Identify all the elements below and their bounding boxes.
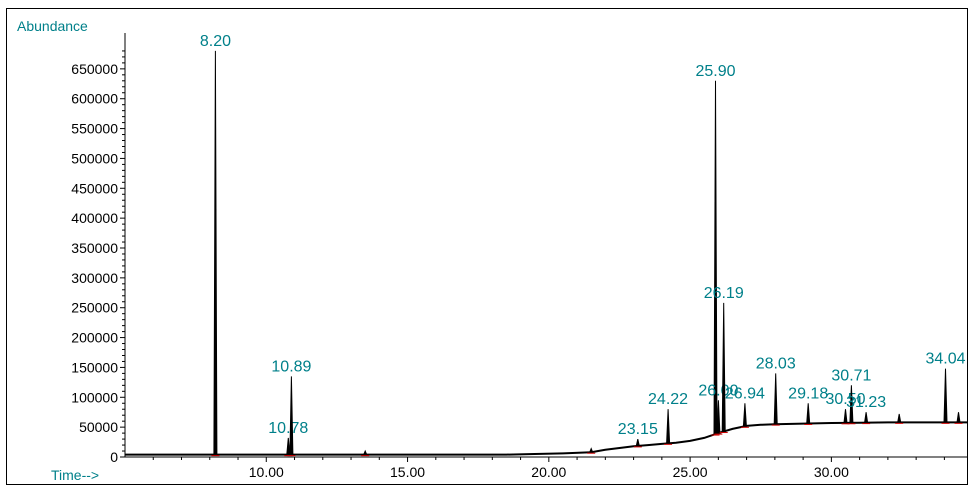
peak-mark [843, 409, 848, 424]
y-tick-label: 150000 [71, 359, 118, 375]
peak-label: 25.90 [696, 63, 736, 80]
y-tick-label: 650000 [71, 61, 118, 77]
peak-mark [713, 80, 718, 435]
y-axis-title: Abundance [17, 18, 88, 34]
peak-label: 28.03 [756, 355, 796, 372]
chart-frame: Abundance Time--> 0 50000 100000 150000 2000… [6, 8, 968, 485]
peak-mark [213, 50, 218, 456]
peak-label: 26.19 [704, 285, 744, 302]
y-tick-label: 200000 [71, 330, 118, 346]
y-tick-label: 400000 [71, 210, 118, 226]
peak-mark [806, 403, 811, 424]
y-tick-label: 500000 [71, 150, 118, 166]
x-tick-label: 10.00 [249, 464, 284, 480]
peak-mark [773, 373, 778, 425]
y-tick-label: 0 [110, 449, 118, 465]
baseline-trace [125, 421, 967, 456]
chromatogram-plot: 0 50000 100000 150000 200000 250000 300000 3500… [71, 33, 967, 480]
peak-label: 24.22 [648, 391, 688, 408]
peak-mark [742, 403, 747, 427]
peak-label: 10.78 [268, 420, 308, 437]
peak-mark [588, 447, 594, 453]
peak-mark [943, 368, 948, 423]
y-tick-label: 300000 [71, 270, 118, 286]
peak-mark [289, 376, 294, 456]
y-tick-label: 600000 [71, 91, 118, 107]
peak-mark [362, 449, 368, 456]
peak-mark [956, 412, 961, 423]
y-tick-label: 350000 [71, 240, 118, 256]
y-tick-label: 550000 [71, 121, 118, 137]
x-tick-label: 25.00 [673, 464, 708, 480]
peak-mark [849, 385, 854, 424]
peak-mark [286, 437, 291, 456]
x-tick-label: 15.00 [390, 464, 425, 480]
y-tick-label: 50000 [79, 419, 118, 435]
peak-mark [666, 409, 671, 444]
peak-label: 29.18 [788, 385, 828, 402]
x-tick-label: 20.00 [531, 464, 566, 480]
peak-mark [721, 302, 726, 432]
y-tick-label: 450000 [71, 180, 118, 196]
peak-label: 26.94 [725, 385, 765, 402]
y-tick-label: 100000 [71, 389, 118, 405]
peak-mark [864, 412, 869, 424]
peak-mark [716, 400, 721, 434]
peak-label: 30.71 [831, 367, 871, 384]
x-axis-title: Time--> [51, 467, 100, 483]
x-tick-label: 30.00 [814, 464, 849, 480]
peak-label: 8.20 [200, 33, 231, 50]
peak-label: 10.89 [271, 358, 311, 375]
peak-label: 30.50 [825, 391, 865, 408]
peak-label: 23.15 [618, 421, 658, 438]
peak-label: 31.23 [846, 394, 886, 411]
peak-label: 26.00 [698, 382, 738, 399]
peak-mark [897, 413, 902, 423]
peak-label: 34.04 [926, 351, 966, 368]
peak-mark [635, 438, 640, 447]
y-tick-label: 250000 [71, 300, 118, 316]
